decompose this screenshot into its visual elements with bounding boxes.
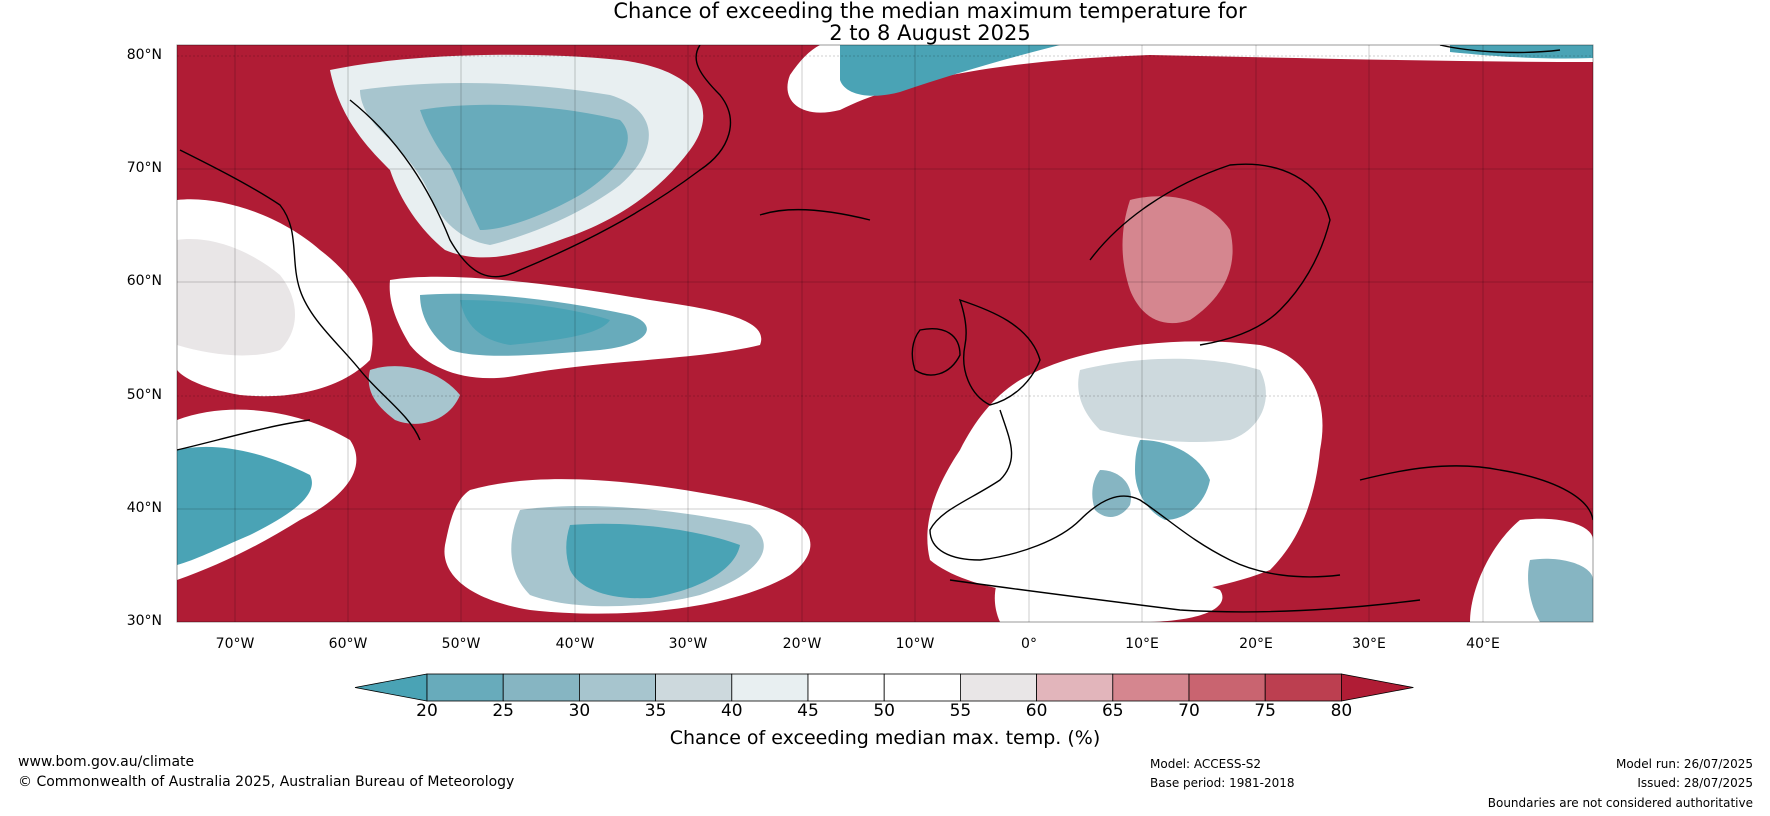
lat-label-40n: 40°N [126, 500, 162, 516]
colorbar-segment [502, 673, 580, 702]
footer-base-period: Base period: 1981-2018 [1150, 776, 1295, 790]
colorbar-tick-label: 25 [492, 701, 514, 721]
colorbar-segment [960, 673, 1038, 702]
colorbar-segment [1036, 673, 1114, 702]
graticule [177, 45, 1593, 622]
lon-label-40w: 40°W [555, 636, 595, 652]
lon-label-60w: 60°W [328, 636, 368, 652]
lat-label-50n: 50°N [126, 387, 162, 403]
footer-model: Model: ACCESS-S2 [1150, 757, 1262, 771]
colorbar-segment [731, 673, 809, 702]
lat-label-80n: 80°N [126, 47, 162, 63]
lon-label-10e: 10°E [1125, 636, 1159, 652]
colorbar-tick-label: 40 [720, 701, 743, 721]
colorbar-tick-label: 65 [1101, 701, 1124, 721]
colorbar-extend-low [354, 673, 428, 702]
title-line-2: 2 to 8 August 2025 [829, 21, 1031, 45]
colorbar-tick-label: 80 [1330, 701, 1353, 721]
footer-issued: Issued: 28/07/2025 [1637, 776, 1753, 790]
colorbar-segment [655, 673, 733, 702]
colorbar-segment [579, 673, 657, 702]
footer-website: www.bom.gov.au/climate [18, 754, 195, 770]
lon-label-30e: 30°E [1352, 636, 1386, 652]
colorbar-tick-label: 20 [416, 701, 438, 721]
lon-label-30w: 30°W [668, 636, 708, 652]
title-line-1: Chance of exceeding the median maximum t… [613, 0, 1247, 23]
probability-field [177, 45, 1593, 622]
colorbar-tick-label: 55 [949, 701, 972, 721]
map-frame [176, 44, 1594, 623]
footer-copyright: © Commonwealth of Australia 2025, Austra… [18, 774, 515, 790]
colorbar-tick-label: 60 [1025, 701, 1048, 721]
lat-label-30n: 30°N [126, 613, 162, 629]
colorbar-tick-label: 30 [568, 701, 591, 721]
lon-label-0: 0° [1021, 636, 1037, 652]
colorbar-segment [883, 673, 961, 702]
colorbar-tick-label: 50 [873, 701, 895, 721]
lat-label-70n: 70°N [126, 160, 162, 176]
colorbar-extend-high [1341, 673, 1414, 702]
footer-model-run: Model run: 26/07/2025 [1615, 757, 1753, 771]
lon-label-20w: 20°W [782, 636, 822, 652]
colorbar-tick-label: 45 [797, 701, 819, 721]
colorbar-segment [1112, 673, 1190, 702]
colorbar-tick-label: 75 [1254, 701, 1276, 721]
colorbar-segment [1264, 673, 1342, 702]
lon-label-20e: 20°E [1239, 636, 1273, 652]
lon-label-10w: 10°W [895, 636, 935, 652]
colorbar-tick-label: 70 [1178, 701, 1200, 721]
lon-label-40e: 40°E [1466, 636, 1500, 652]
colorbar-label: Chance of exceeding median max. temp. (%… [669, 727, 1101, 749]
colorbar-segment [807, 673, 885, 702]
lat-label-60n: 60°N [126, 273, 162, 289]
footer-disclaimer: Boundaries are not considered authoritat… [1487, 796, 1753, 810]
colorbar [354, 673, 1414, 702]
lon-label-50w: 50°W [441, 636, 481, 652]
colorbar-tick-label: 35 [644, 701, 667, 721]
coastlines [177, 45, 1593, 613]
colorbar-segment [426, 673, 504, 702]
lon-label-70w: 70°W [215, 636, 255, 652]
colorbar-segment [1188, 673, 1266, 702]
